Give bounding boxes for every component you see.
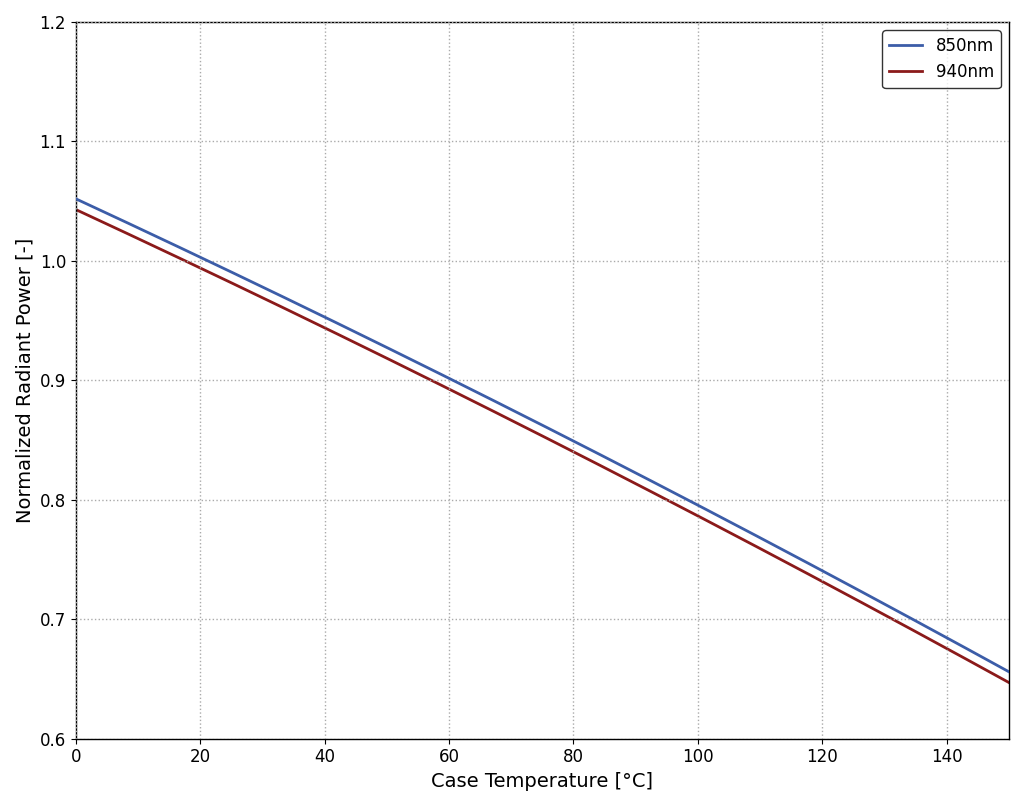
850nm	[574, 440, 587, 450]
940nm	[574, 451, 587, 460]
940nm	[1002, 678, 1015, 688]
850nm	[980, 654, 992, 664]
Line: 940nm: 940nm	[76, 210, 1009, 683]
940nm	[835, 587, 847, 596]
940nm	[70, 205, 82, 214]
850nm	[835, 575, 847, 585]
Y-axis label: Normalized Radiant Power [-]: Normalized Radiant Power [-]	[15, 238, 34, 523]
850nm	[70, 194, 82, 204]
940nm	[518, 422, 530, 432]
850nm	[518, 411, 530, 421]
850nm	[1002, 667, 1015, 677]
X-axis label: Case Temperature [°C]: Case Temperature [°C]	[431, 772, 653, 791]
Line: 850nm: 850nm	[76, 199, 1009, 672]
Legend: 850nm, 940nm: 850nm, 940nm	[883, 31, 1000, 88]
850nm	[625, 466, 637, 476]
940nm	[513, 419, 525, 429]
940nm	[625, 476, 637, 486]
850nm	[513, 409, 525, 418]
940nm	[980, 666, 992, 675]
